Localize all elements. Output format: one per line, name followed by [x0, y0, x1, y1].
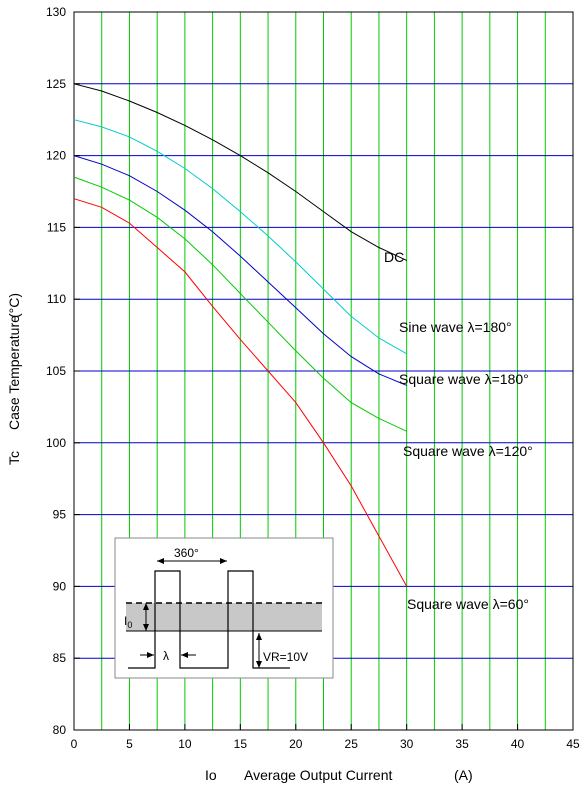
x-tick-label: 20 — [289, 737, 303, 751]
series-label-3: Square wave λ=120° — [403, 443, 533, 459]
x-tick-label: 25 — [345, 737, 359, 751]
y-tick-label: 85 — [53, 651, 67, 665]
series-labels: DC Sine wave λ=180° Square wave λ=180° Squa… — [384, 249, 533, 612]
x-axis-unit: (A) — [454, 767, 473, 783]
series-label-4: Square wave λ=60° — [407, 596, 529, 612]
x-tick-label: 45 — [566, 737, 580, 751]
y-tick-label: 120 — [46, 149, 66, 163]
inset-lambda-label: λ — [163, 649, 169, 663]
x-tick-label: 10 — [178, 737, 192, 751]
inset-vr-arrowhead-top — [256, 633, 262, 640]
inset-360-label: 360° — [174, 546, 199, 560]
x-tick-labels: 0 5 10 15 20 25 30 35 40 45 — [71, 724, 580, 751]
y-tick-labels: 80 85 90 95 100 105 110 115 120 125 130 — [46, 5, 80, 737]
series-line-4 — [73, 198, 408, 587]
y-tick-label: 105 — [46, 364, 66, 378]
inset-average-band — [126, 603, 322, 631]
x-tick-label: 5 — [126, 737, 133, 751]
y-tick-label: 80 — [53, 723, 67, 737]
series-line-1 — [73, 119, 407, 355]
y-tick-label: 125 — [46, 77, 66, 91]
inset-square-wave — [128, 570, 290, 669]
series-label-0: DC — [384, 249, 404, 265]
y-tick-label: 115 — [47, 220, 66, 234]
inset-lambda-arrowhead-right — [181, 652, 188, 658]
series-line-2 — [73, 155, 407, 386]
y-axis-symbol: Tc — [6, 451, 22, 465]
inset-i0-arrowhead-bottom — [143, 624, 149, 631]
y-tick-label: 110 — [47, 292, 66, 306]
x-tick-label: 0 — [71, 737, 78, 751]
y-tick-label: 90 — [53, 579, 67, 593]
y-axis-label: Case Temperature — [6, 315, 22, 430]
x-tick-label: 30 — [400, 737, 414, 751]
y-tick-label: 100 — [46, 436, 66, 450]
x-axis-symbol: Io — [205, 767, 217, 783]
y-axis-unit: (°C) — [6, 293, 22, 318]
waveform-inset: 360° I0 λ VR=10V — [114, 537, 334, 679]
x-tick-label: 15 — [234, 737, 248, 751]
inset-lambda-arrowhead-left — [147, 652, 154, 658]
inset-vr-label: VR=10V — [263, 650, 308, 664]
series-lines — [73, 83, 408, 587]
inset-360-arrowhead-right — [220, 558, 227, 564]
y-tick-label: 95 — [53, 508, 67, 522]
x-tick-label: 40 — [511, 737, 525, 751]
series-label-1: Sine wave λ=180° — [399, 319, 512, 335]
inset-360-arrowhead-left — [157, 558, 164, 564]
inset-i0-arrowhead-top — [143, 603, 149, 610]
series-line-0 — [73, 83, 407, 261]
series-label-2: Square wave λ=180° — [399, 371, 529, 387]
series-line-3 — [73, 176, 407, 432]
inset-i0-label: I0 — [124, 614, 132, 630]
x-axis-label: Average Output Current — [244, 767, 392, 783]
x-tick-label: 35 — [455, 737, 469, 751]
inset-vr-arrowhead-bottom — [256, 661, 262, 668]
y-tick-label: 130 — [46, 5, 66, 19]
